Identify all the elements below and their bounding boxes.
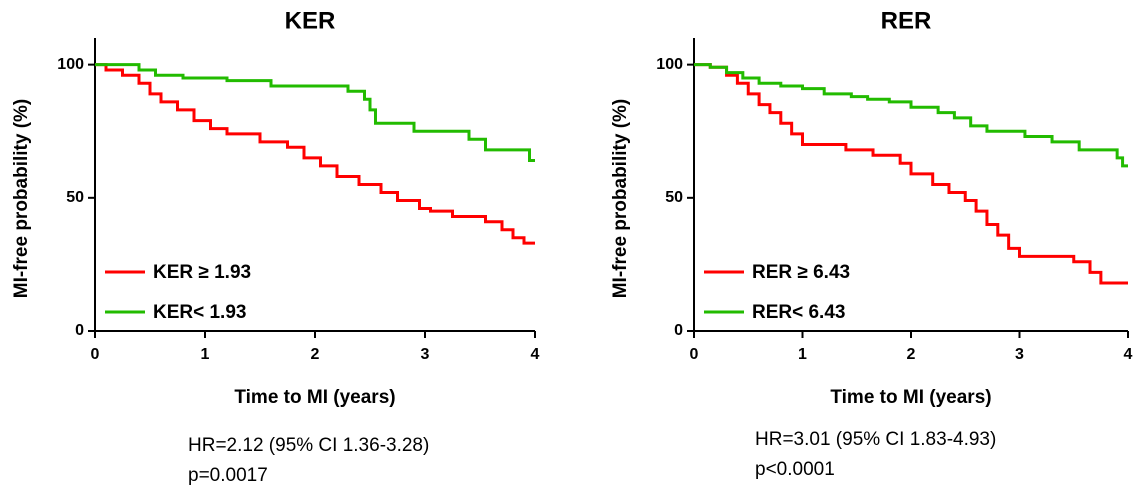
y-tick-label: 100 [57, 56, 84, 73]
x-axis-label: Time to MI (years) [234, 387, 395, 408]
x-tick-label: 3 [1015, 346, 1024, 363]
chart-title: RER [881, 7, 932, 34]
x-tick-label: 0 [690, 346, 699, 363]
x-tick-label: 2 [907, 346, 916, 363]
survival-line [95, 63, 535, 245]
survival-line [694, 63, 1128, 168]
legend-label: RER ≥ 6.43 [752, 262, 850, 283]
x-tick-label: 4 [1124, 346, 1133, 363]
y-tick-label: 100 [656, 56, 683, 73]
y-axis-label: MI-free probability (%) [610, 99, 631, 299]
y-tick-label: 50 [66, 189, 84, 206]
y-axis-label: MI-free probability (%) [11, 99, 32, 299]
x-tick-label: 0 [91, 346, 100, 363]
y-tick-label: 0 [674, 322, 683, 339]
chart-title: KER [285, 7, 336, 34]
survival-line [694, 63, 1128, 285]
x-tick-label: 1 [798, 346, 807, 363]
annotation: p<0.0001 [755, 459, 835, 480]
x-tick-label: 3 [421, 346, 430, 363]
y-tick-label: 50 [665, 189, 683, 206]
x-tick-label: 2 [311, 346, 320, 363]
y-tick-label: 0 [75, 322, 84, 339]
x-tick-label: 4 [531, 346, 540, 363]
legend-label: RER< 6.43 [752, 302, 845, 323]
x-tick-label: 1 [201, 346, 210, 363]
legend-label: KER ≥ 1.93 [153, 262, 251, 283]
legend-label: KER< 1.93 [153, 302, 246, 323]
x-axis-label: Time to MI (years) [830, 387, 991, 408]
annotation: p=0.0017 [188, 465, 268, 486]
survival-line [95, 63, 535, 163]
annotation: HR=2.12 (95% CI 1.36-3.28) [188, 435, 429, 456]
annotation: HR=3.01 (95% CI 1.83-4.93) [755, 429, 996, 450]
